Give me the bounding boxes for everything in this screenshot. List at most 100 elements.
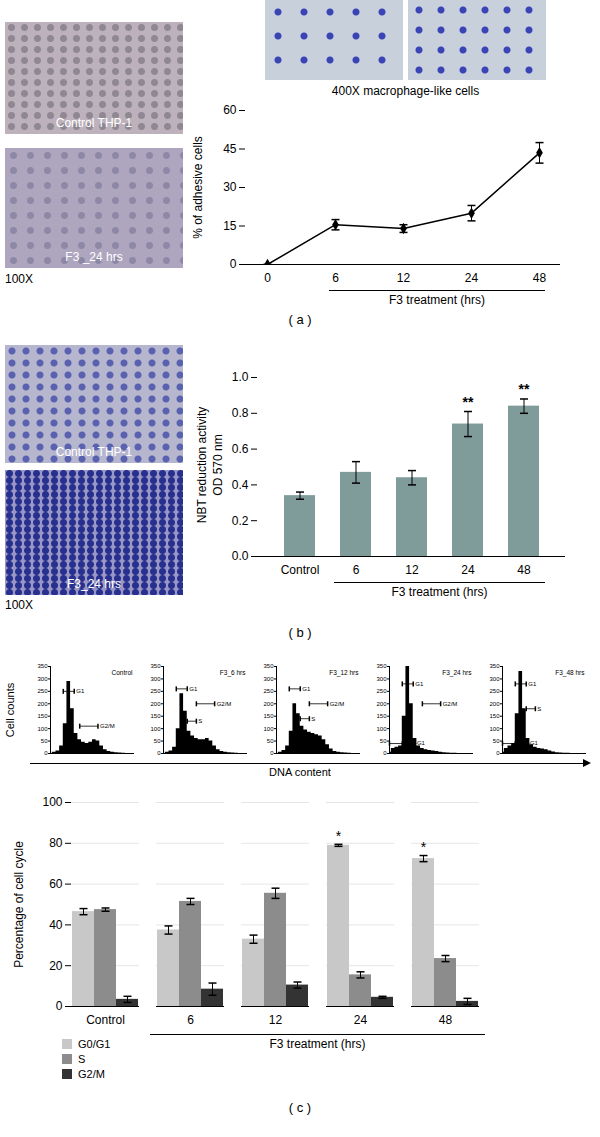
- svg-text:150: 150: [376, 713, 387, 719]
- svg-text:200: 200: [376, 701, 387, 707]
- svg-text:12: 12: [269, 1013, 283, 1027]
- svg-text:*: *: [336, 828, 342, 844]
- svg-text:200: 200: [150, 701, 161, 707]
- svg-text:250: 250: [150, 688, 161, 694]
- svg-text:Sub-G1: Sub-G1: [404, 740, 425, 746]
- svg-text:100: 100: [263, 726, 274, 732]
- svg-text:300: 300: [376, 676, 387, 682]
- svg-text:0.4: 0.4: [232, 478, 249, 492]
- svg-text:F3_6 hrs: F3_6 hrs: [220, 669, 246, 677]
- svg-text:0.2: 0.2: [232, 514, 249, 528]
- svg-text:350: 350: [489, 663, 500, 669]
- svg-text:200: 200: [263, 701, 274, 707]
- svg-text:6: 6: [332, 271, 339, 285]
- svg-text:45: 45: [223, 142, 237, 156]
- svg-text:0: 0: [270, 750, 274, 756]
- svg-text:S: S: [198, 718, 202, 724]
- svg-text:24: 24: [465, 271, 479, 285]
- svg-text:G1: G1: [415, 681, 424, 687]
- svg-text:60: 60: [223, 103, 237, 117]
- svg-text:300: 300: [37, 676, 48, 682]
- svg-text:Control: Control: [112, 669, 134, 676]
- svg-text:0: 0: [157, 750, 161, 756]
- svg-text:48: 48: [533, 271, 547, 285]
- svg-text:100: 100: [42, 795, 62, 809]
- svg-text:250: 250: [37, 688, 48, 694]
- svg-text:G1: G1: [189, 686, 198, 692]
- svg-text:50: 50: [267, 738, 274, 744]
- svg-text:0.8: 0.8: [232, 406, 249, 420]
- html-text:( a ): ( a ): [288, 312, 312, 327]
- svg-text:200: 200: [37, 701, 48, 707]
- svg-text:100: 100: [376, 726, 387, 732]
- svg-text:*: *: [421, 839, 427, 855]
- svg-text:80: 80: [49, 836, 63, 850]
- svg-text:350: 350: [37, 663, 48, 669]
- svg-text:6: 6: [187, 1013, 194, 1027]
- svg-text:G1: G1: [302, 686, 311, 692]
- svg-text:24: 24: [354, 1013, 368, 1027]
- svg-text:150: 150: [150, 713, 161, 719]
- svg-text:24: 24: [461, 563, 475, 577]
- svg-text:G2/M: G2/M: [100, 723, 115, 729]
- svg-text:20: 20: [49, 959, 63, 973]
- svg-text:0: 0: [383, 750, 387, 756]
- svg-text:150: 150: [489, 713, 500, 719]
- svg-text:40: 40: [49, 918, 63, 932]
- svg-text:250: 250: [489, 688, 500, 694]
- svg-text:350: 350: [376, 663, 387, 669]
- svg-text:50: 50: [380, 738, 387, 744]
- svg-text:0: 0: [56, 999, 63, 1013]
- svg-text:G1: G1: [76, 688, 85, 694]
- svg-text:1.0: 1.0: [232, 370, 249, 384]
- svg-text:0.0: 0.0: [232, 549, 249, 563]
- svg-text:350: 350: [150, 663, 161, 669]
- svg-text:Percentage of cell cycle: Percentage of cell cycle: [12, 841, 26, 968]
- svg-text:300: 300: [489, 676, 500, 682]
- svg-text:48: 48: [517, 563, 531, 577]
- svg-text:50: 50: [493, 738, 500, 744]
- svg-text:12: 12: [405, 563, 419, 577]
- svg-text:G2/M: G2/M: [217, 701, 232, 707]
- svg-text:12: 12: [397, 271, 411, 285]
- svg-text:30: 30: [223, 180, 237, 194]
- svg-text:100: 100: [37, 726, 48, 732]
- svg-text:48: 48: [439, 1013, 453, 1027]
- svg-text:15: 15: [223, 219, 237, 233]
- svg-text:F3_24 hrs: F3_24 hrs: [442, 669, 472, 677]
- svg-text:50: 50: [41, 738, 48, 744]
- svg-text:F3_48 hrs: F3_48 hrs: [555, 669, 585, 677]
- svg-text:G2/M: G2/M: [443, 701, 458, 707]
- svg-text:350: 350: [263, 663, 274, 669]
- svg-text:0.6: 0.6: [232, 442, 249, 456]
- svg-text:Control: Control: [86, 1013, 125, 1027]
- svg-text:G1: G1: [528, 681, 537, 687]
- svg-text:250: 250: [263, 688, 274, 694]
- svg-text:150: 150: [37, 713, 48, 719]
- svg-text:300: 300: [150, 676, 161, 682]
- svg-text:0: 0: [230, 257, 237, 271]
- html-text:( c ): ( c ): [288, 1100, 312, 1115]
- svg-text:250: 250: [376, 688, 387, 694]
- svg-text:% of adhesive cells: % of adhesive cells: [191, 136, 205, 239]
- svg-text:Sub-G1: Sub-G1: [517, 740, 538, 746]
- svg-text:60: 60: [49, 877, 63, 891]
- svg-text:Control: Control: [281, 563, 320, 577]
- svg-text:150: 150: [263, 713, 274, 719]
- svg-text:G2/M: G2/M: [330, 701, 345, 707]
- svg-text:6: 6: [353, 563, 360, 577]
- svg-text:**: **: [463, 394, 474, 410]
- html-text:( b ): ( b ): [288, 625, 312, 640]
- svg-text:0: 0: [44, 750, 48, 756]
- svg-text:100: 100: [150, 726, 161, 732]
- svg-text:**: **: [519, 381, 530, 397]
- svg-text:300: 300: [263, 676, 274, 682]
- svg-text:100: 100: [489, 726, 500, 732]
- svg-text:0: 0: [264, 271, 271, 285]
- svg-text:F3_12 hrs: F3_12 hrs: [329, 669, 359, 677]
- svg-text:S: S: [311, 716, 315, 722]
- svg-text:200: 200: [489, 701, 500, 707]
- svg-text:S: S: [537, 706, 541, 712]
- svg-text:50: 50: [154, 738, 161, 744]
- svg-text:0: 0: [496, 750, 500, 756]
